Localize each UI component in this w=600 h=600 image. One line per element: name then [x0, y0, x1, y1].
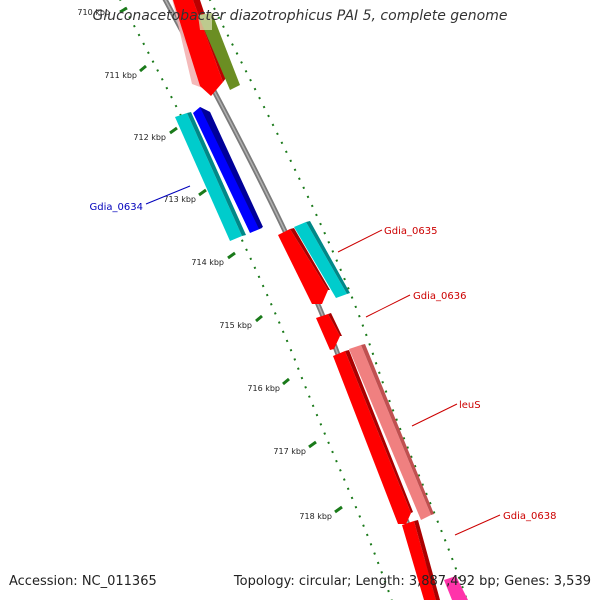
tick-mark	[198, 188, 207, 197]
tick-label: 715 kbp	[219, 321, 252, 330]
gene-gdia-0634-cyan[interactable]	[175, 112, 246, 241]
leader-gdia-0635	[337, 229, 383, 253]
tick-label: 711 kbp	[104, 71, 137, 80]
gene-gdia-0635-red[interactable]	[278, 228, 330, 304]
leader-leus	[411, 403, 458, 427]
gene-leus-red[interactable]	[333, 350, 413, 524]
tick-mark	[119, 6, 128, 14]
gene-gdia-0638-magenta[interactable]	[444, 576, 468, 600]
gene-leus-pink[interactable]	[349, 344, 434, 520]
leader-gdia-0638	[454, 514, 501, 536]
tick-mark	[227, 251, 236, 260]
gene-label-gdia-0634[interactable]: Gdia_0634	[90, 202, 143, 213]
genome-summary: Topology: circular; Length: 3,887,492 bp…	[233, 574, 591, 589]
tick-label: 712 kbp	[133, 133, 166, 142]
gene-label-leaders	[145, 185, 501, 536]
tick-label: 714 kbp	[191, 258, 224, 267]
tick-label: 717 kbp	[273, 447, 306, 456]
tick-mark	[255, 314, 263, 323]
tick-label: 718 kbp	[299, 512, 332, 521]
gene-gdia-0635-cyan[interactable]	[294, 221, 350, 298]
tick-mark	[282, 377, 290, 386]
gene-label-leus[interactable]: leuS	[459, 400, 481, 411]
tick-mark	[169, 126, 178, 135]
gene-top-olive[interactable]	[198, 13, 240, 90]
gene-gdia-0638-red[interactable]	[402, 520, 440, 600]
gene-gdia-0634-blue[interactable]	[193, 107, 263, 233]
gene-label-gdia-0638[interactable]: Gdia_0638	[503, 511, 556, 522]
gene-label-gdia-0636[interactable]: Gdia_0636	[413, 291, 466, 302]
tick-label: 716 kbp	[247, 384, 280, 393]
accession-label: Accession: NC_011365	[9, 574, 157, 589]
leader-gdia-0634	[145, 185, 191, 205]
tick-label: 713 kbp	[163, 195, 196, 204]
tick-mark	[334, 505, 343, 514]
map-title: Gluconacetobacter diazotrophicus PAI 5, …	[92, 8, 508, 24]
gene-gdia-0636[interactable]	[316, 313, 342, 350]
tick-mark	[308, 440, 317, 449]
tick-marks: 710 kbp 711 kbp 712 kbp 713 kbp 714 kbp 715 k…	[77, 6, 343, 521]
tick-label: 710 kbp	[77, 8, 110, 17]
leader-gdia-0636	[365, 294, 411, 318]
tick-mark	[139, 64, 147, 73]
gene-label-gdia-0635[interactable]: Gdia_0635	[384, 226, 437, 237]
